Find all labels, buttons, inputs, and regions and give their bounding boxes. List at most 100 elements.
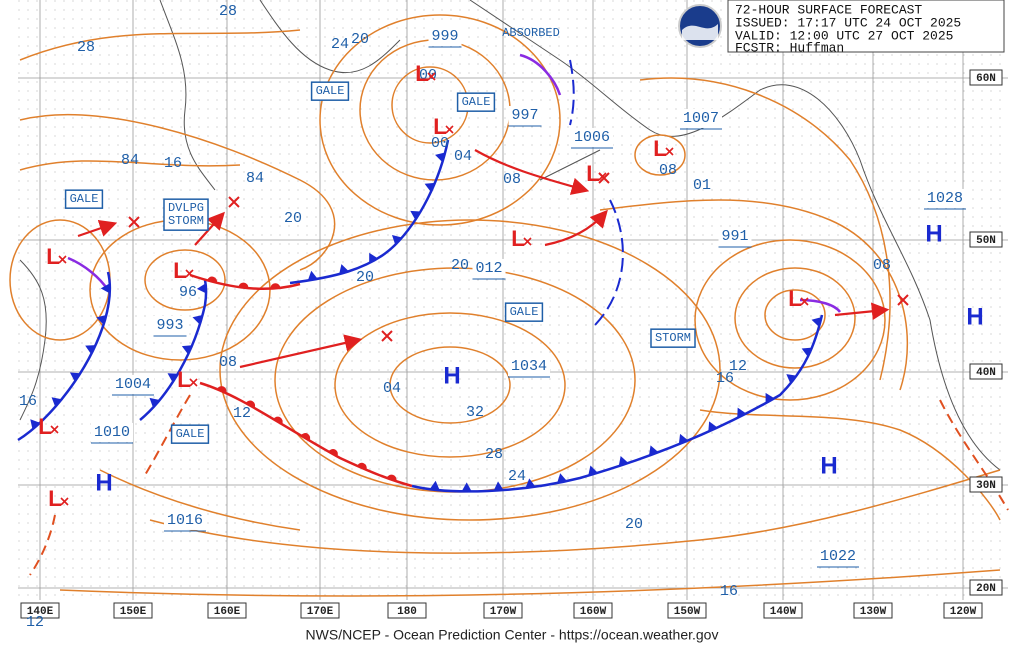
longitude-label-box — [667, 602, 707, 619]
pressure-label: 993 — [156, 317, 183, 334]
cold-front-pip — [167, 373, 178, 383]
header-valid: VALID: 12:00 UTC 27 OCT 2025 — [735, 28, 953, 43]
pressure-label: 20 — [284, 210, 302, 227]
cold-front-pip — [85, 345, 96, 355]
low-center: L — [788, 286, 801, 311]
low-center-x — [665, 147, 674, 156]
pressure-label: 24 — [331, 36, 349, 53]
cold-front-pip — [30, 419, 40, 430]
coastlines — [19, 0, 1001, 471]
cold-front-pip — [69, 372, 81, 382]
cold-front-pip — [557, 473, 567, 484]
low-center-x — [800, 297, 809, 306]
labels: 140E 150E 160E 170E 180 170W 160W 150W 140W 130W 1… — [19, 3, 1003, 631]
pressure-label-bg — [679, 108, 723, 128]
pressure-label: 04 — [454, 148, 472, 165]
cold-front-pip — [737, 407, 747, 418]
low-center: L — [433, 114, 446, 139]
pressure-label: 24 — [508, 468, 526, 485]
high-center: H — [820, 452, 837, 479]
longitude-label-box — [573, 602, 613, 619]
warning-label: GALE — [176, 427, 205, 441]
pressure-label: 1022 — [820, 548, 856, 565]
latitude-label-box — [969, 69, 1003, 86]
low-center: L — [38, 414, 51, 439]
cold-front-pip — [435, 152, 446, 163]
pressure-label-bg — [718, 226, 752, 246]
longitude-label: 140W — [770, 606, 797, 618]
longitude-label: 140E — [27, 606, 54, 618]
pressure-label: 12 — [729, 358, 747, 375]
high-center: H — [443, 362, 460, 389]
low-center-x — [50, 425, 59, 434]
longitude-label-box — [853, 602, 893, 619]
latitude-label: 50N — [976, 235, 996, 247]
pressure-label: 999 — [431, 28, 458, 45]
cold-front-pip — [708, 421, 718, 432]
low-center: L — [415, 61, 428, 86]
pressure-label: 08 — [659, 162, 677, 179]
pressure-label: 08 — [873, 257, 891, 274]
pressure-label: 84 — [246, 170, 264, 187]
pressure-label-bg — [163, 510, 207, 530]
pressure-label: 12 — [26, 614, 44, 631]
warning-box — [456, 92, 496, 112]
cold-front-pip — [369, 252, 378, 264]
cold-front-pip — [618, 455, 629, 467]
warm-front-pip — [328, 449, 338, 457]
pressure-label: 00 — [431, 135, 449, 152]
pressure-label-bg — [111, 374, 155, 394]
noaa-logo — [678, 4, 722, 48]
pressure-label: 1007 — [683, 110, 719, 127]
pressure-label: 1010 — [94, 424, 130, 441]
fronts — [17, 53, 1009, 576]
cold-front-pip — [429, 480, 440, 491]
cold-front-pip — [678, 433, 689, 445]
warning-label: STORM — [655, 331, 691, 345]
pressure-label: 997 — [511, 107, 538, 124]
pressure-label: 96 — [179, 284, 197, 301]
footer-credit: NWS/NCEP - Ocean Prediction Center - htt… — [306, 627, 719, 643]
longitude-label: 170W — [490, 606, 517, 618]
warm-front-pip — [238, 282, 249, 289]
header-title: 72-HOUR SURFACE FORECAST — [735, 2, 922, 17]
header-box — [727, 0, 1005, 53]
cold-front-pip — [493, 481, 504, 491]
high-center: H — [95, 469, 112, 496]
pressure-label: 1028 — [927, 190, 963, 207]
cold-front-pip — [96, 315, 107, 325]
pressure-label: 84 — [121, 152, 139, 169]
warning-label: GALE — [316, 84, 345, 98]
pressure-label: 16 — [720, 583, 738, 600]
pressure-label-bg — [90, 422, 134, 442]
cold-front-pip — [410, 210, 421, 220]
pressure-label: 20 — [356, 269, 374, 286]
cold-front-pip — [648, 445, 659, 456]
cold-front-pip — [196, 283, 207, 294]
high-center: H — [966, 303, 983, 330]
pressure-label: 1016 — [167, 512, 203, 529]
cold-front-pip — [461, 482, 472, 492]
longitude-label: 180 — [397, 606, 417, 618]
latitude-label: 40N — [976, 367, 996, 379]
latitude-label-box — [969, 231, 1003, 248]
low-center: L — [48, 486, 61, 511]
low-center: L — [173, 258, 186, 283]
pressure-label: 16 — [164, 155, 182, 172]
noaa-logo-wave — [682, 24, 718, 40]
longitude-label: 120W — [950, 606, 977, 618]
warning-label: GALE — [510, 305, 539, 319]
absorbed-note: ABSORBED — [502, 26, 560, 40]
latitude-label-box — [969, 579, 1003, 596]
low-center: L — [511, 226, 524, 251]
pressure-label: 08 — [219, 354, 237, 371]
longitude-label: 130W — [860, 606, 887, 618]
pressure-label: 1004 — [115, 376, 151, 393]
warm-front-pip — [300, 433, 311, 441]
pressure-label: 04 — [383, 380, 401, 397]
pressure-label-bg — [508, 105, 542, 125]
map-background — [18, 0, 1008, 600]
longitude-label-box — [113, 602, 153, 619]
pressure-label-bg — [507, 356, 551, 376]
